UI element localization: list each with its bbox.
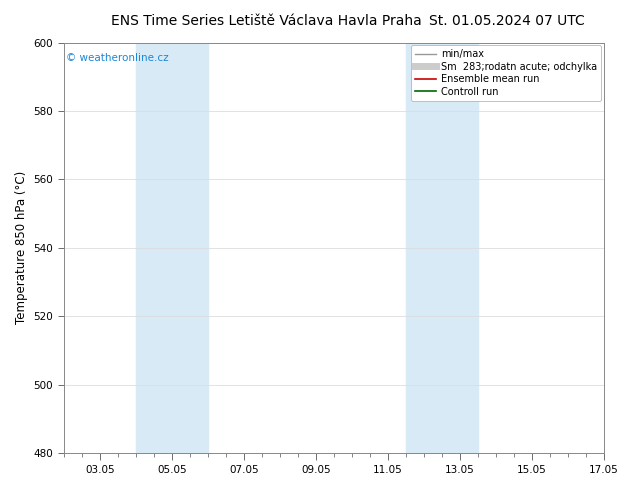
Text: © weatheronline.cz: © weatheronline.cz — [67, 53, 169, 63]
Bar — [406, 43, 478, 453]
Text: ENS Time Series Letiště Václava Havla Praha: ENS Time Series Letiště Václava Havla Pr… — [111, 14, 422, 28]
Legend: min/max, Sm  283;rodatn acute; odchylka, Ensemble mean run, Controll run: min/max, Sm 283;rodatn acute; odchylka, … — [411, 46, 601, 100]
Bar — [136, 43, 208, 453]
Y-axis label: Temperature 850 hPa (°C): Temperature 850 hPa (°C) — [15, 171, 28, 324]
Text: St. 01.05.2024 07 UTC: St. 01.05.2024 07 UTC — [429, 14, 585, 28]
